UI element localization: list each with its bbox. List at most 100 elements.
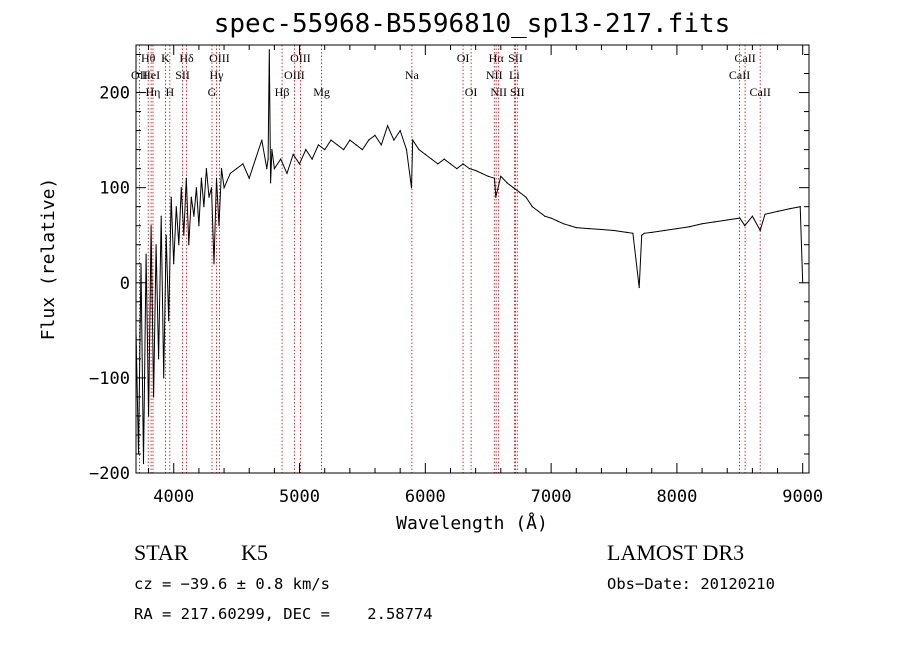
flux-point [266,168,268,170]
flux-point [215,177,218,179]
y-axis-ticks: −200 −100 0 100 200 [89,54,809,484]
flux-point [537,210,540,212]
flux-series-layer [135,49,804,465]
line-label-6: SII [175,68,190,82]
line-label-8: OIII [209,51,230,65]
flux-point [188,244,190,246]
flux-point [193,215,195,217]
x-tick-label: 9000 [782,487,823,507]
survey-name: LAMOST DR3 [607,540,744,565]
line-label-20: NII [486,68,503,82]
x-tick-label: 8000 [656,487,697,507]
flux-point [588,228,590,230]
flux-point [777,210,779,212]
line-label-5: H [166,85,175,99]
flux-point [248,177,250,179]
object-class: STAR [134,540,189,565]
flux-point [600,228,603,231]
flux-point [412,139,414,141]
flux-point [418,149,420,151]
line-label-19: SII [508,51,523,65]
flux-point [475,169,477,172]
flux-point [676,228,678,230]
flux-point [487,175,489,177]
line-label-23: SII [510,85,525,99]
x-tick-label: 5000 [279,487,320,507]
flux-point [183,234,185,236]
line-label-21: Li [509,68,520,82]
line-label-25: CaII [729,68,750,82]
flux-point [355,144,357,146]
flux-point [150,225,152,227]
flux-point [550,217,552,219]
flux-point [242,163,244,165]
flux-point [298,163,301,165]
redshift-velocity: cz = −39.6 ± 0.8 km/s [134,575,330,593]
flux-point [424,153,426,155]
flux-point [267,158,269,160]
flux-point [170,196,172,198]
flux-point [155,244,157,246]
line-label-24: CaII [734,51,755,65]
flux-point [148,415,150,417]
flux-point [744,225,746,227]
flux-point [626,231,628,233]
x-tick-label: 4000 [153,487,194,507]
line-label-18: Hα [489,51,505,65]
y-axis-label: Flux (relative) [38,178,59,341]
flux-point [349,139,351,141]
flux-point [632,232,634,234]
line-label-9: Hγ [210,68,225,82]
flux-point [789,208,791,210]
flux-point [153,396,155,398]
flux-point [544,215,546,217]
flux-point [210,187,213,189]
flux-point [324,149,326,151]
flux-point [714,221,716,223]
flux-point [525,196,527,198]
y-tick-label: 0 [120,274,130,294]
flux-point [195,187,197,189]
flux-point [456,168,458,170]
flux-point [495,196,497,198]
y-tick-label: −100 [89,369,130,389]
flux-point [185,177,187,179]
flux-point [163,377,165,379]
flux-point [380,144,382,146]
flux-point [305,149,307,151]
flux-point [462,163,464,165]
line-label-13: OIII [284,68,305,82]
flux-point [330,139,332,141]
line-label-2: HeI [142,68,160,82]
object-subclass: K5 [241,540,268,565]
flux-point [393,139,395,141]
flux-point [142,462,145,465]
flux-point [145,253,147,255]
flux-point [336,144,338,146]
flux-point [751,215,754,217]
y-tick-label: 200 [99,84,130,104]
flux-point [493,177,496,179]
flux-point [220,168,223,170]
x-axis-ticks: 4000 5000 6000 7000 8000 9000 [148,45,823,507]
flux-point [374,134,376,136]
line-label-0: Hθ [141,51,156,65]
flux-point [556,220,559,222]
y-tick-label: 100 [99,179,130,199]
flux-point [208,196,210,198]
chart-title: spec-55968-B5596810_sp13-217.fits [214,9,731,39]
flux-point [405,149,408,151]
flux-point [569,225,571,227]
flux-point [200,177,202,179]
flux-point [613,229,615,232]
flux-point [531,206,533,208]
line-label-12: OIII [290,51,311,65]
flux-point [292,153,294,155]
flux-point [268,49,270,51]
flux-point [726,219,728,221]
flux-point [449,163,452,165]
flux-point [701,223,703,225]
line-label-11: Hβ [275,85,290,99]
